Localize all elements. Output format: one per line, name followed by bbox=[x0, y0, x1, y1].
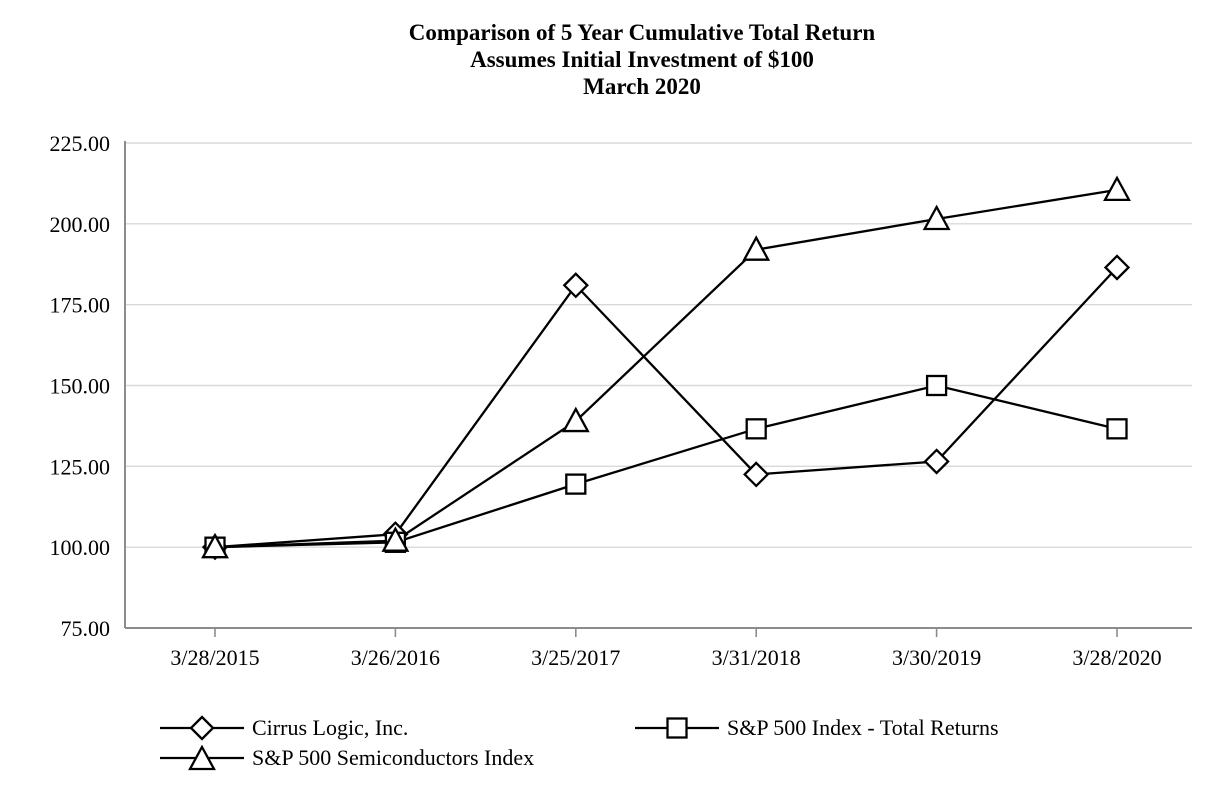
marker-diamond bbox=[923, 448, 950, 475]
chart-title: Comparison of 5 Year Cumulative Total Re… bbox=[122, 19, 1162, 100]
marker-square bbox=[565, 473, 587, 495]
x-tick-label: 3/30/2019 bbox=[892, 645, 981, 670]
y-tick-label: 225.00 bbox=[50, 131, 111, 156]
x-tick-label: 3/25/2017 bbox=[531, 645, 620, 670]
marker-square bbox=[745, 418, 767, 440]
marker-diamond bbox=[1103, 254, 1131, 281]
y-tick-label: 175.00 bbox=[50, 293, 111, 318]
marker-triangle bbox=[201, 532, 229, 559]
marker-triangle bbox=[381, 526, 410, 552]
marker-diamond bbox=[743, 461, 770, 488]
marker-square bbox=[925, 374, 948, 397]
legend-square-marker-icon bbox=[635, 717, 719, 739]
marker-triangle bbox=[561, 406, 590, 433]
legend-label-cirrus-logic: Cirrus Logic, Inc. bbox=[252, 715, 409, 740]
legend-diamond-marker-icon bbox=[160, 715, 244, 741]
chart-title-line-1: Comparison of 5 Year Cumulative Total Re… bbox=[408, 20, 876, 45]
x-tick-label: 3/28/2020 bbox=[1072, 645, 1161, 670]
marker-triangle bbox=[1103, 175, 1131, 202]
y-tick-label: 150.00 bbox=[50, 374, 111, 399]
chart-title-line-2: Assumes Initial Investment of $100 bbox=[470, 47, 814, 72]
marker-diamond bbox=[562, 272, 589, 299]
marker-square bbox=[1106, 418, 1128, 440]
y-tick-label: 100.00 bbox=[50, 535, 111, 560]
y-tick-label: 200.00 bbox=[50, 212, 111, 237]
chart-title-line-3: March 2020 bbox=[583, 74, 701, 99]
series-line-triangle bbox=[214, 188, 1118, 549]
series-line-square bbox=[214, 384, 1118, 549]
legend-triangle-marker-icon bbox=[160, 745, 244, 771]
x-tick-label: 3/31/2018 bbox=[712, 645, 801, 670]
legend-item-cirrus-logic: Cirrus Logic, Inc. bbox=[160, 715, 408, 741]
y-tick-label: 125.00 bbox=[50, 454, 111, 479]
legend-item-sp500-total-returns: S&P 500 Index - Total Returns bbox=[635, 715, 999, 741]
legend-label-sp500-total-returns: S&P 500 Index - Total Returns bbox=[727, 715, 999, 740]
legend-label-sp500-semiconductors: S&P 500 Semiconductors Index bbox=[252, 745, 535, 770]
series-line-diamond bbox=[214, 266, 1118, 549]
legend-item-sp500-semiconductors: S&P 500 Semiconductors Index bbox=[160, 745, 534, 771]
y-tick-label: 75.00 bbox=[61, 616, 111, 641]
marker-triangle bbox=[742, 235, 771, 261]
x-tick-label: 3/28/2015 bbox=[170, 645, 259, 670]
x-tick-label: 3/26/2016 bbox=[351, 645, 440, 670]
marker-triangle bbox=[922, 204, 951, 231]
